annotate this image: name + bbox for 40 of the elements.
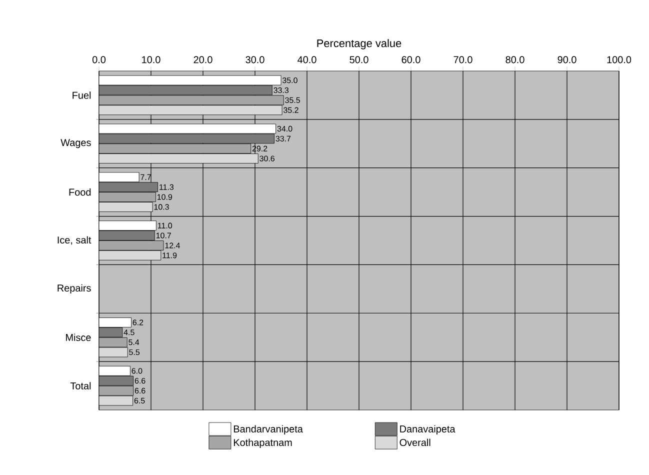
x-tick-label: 100.0 — [607, 56, 632, 64]
x-tick-label: 50.0 — [350, 56, 368, 64]
x-tick-label: 30.0 — [246, 56, 264, 64]
bar — [99, 192, 156, 202]
bar — [99, 230, 155, 240]
bar — [99, 327, 123, 338]
legend-label: Kothapatnam — [234, 438, 292, 448]
bar — [99, 134, 274, 144]
bar — [99, 95, 284, 106]
legend-label: Overall — [400, 438, 430, 446]
bar — [99, 154, 258, 164]
x-tick-label: 70.0 — [454, 56, 472, 64]
bar — [99, 318, 132, 328]
x-tick-label: 90.0 — [558, 56, 576, 64]
bar — [99, 366, 130, 376]
bar — [99, 396, 134, 406]
bar — [99, 144, 252, 154]
bar — [99, 172, 140, 182]
x-axis-title: Percentage value — [317, 39, 402, 50]
y-tick-label: Misce — [66, 334, 91, 341]
y-tick-label: Total — [70, 382, 91, 390]
y-tick-label: Ice, salt — [58, 236, 92, 245]
y-tick-label: Fuel — [72, 92, 91, 99]
x-tick-label: 10.0 — [142, 56, 160, 64]
bar — [99, 182, 158, 192]
bar — [99, 105, 282, 116]
x-tick-label: 20.0 — [194, 56, 212, 64]
bar — [99, 250, 162, 260]
y-tick-label: Wages — [60, 139, 91, 148]
bar — [99, 240, 164, 250]
legend-label: Bandarvanipeta — [234, 425, 303, 434]
x-tick-label: 0.0 — [92, 56, 106, 64]
legend-label: Danavaipeta — [400, 425, 456, 434]
x-tick-label: 60.0 — [402, 56, 420, 64]
bar — [99, 202, 153, 212]
bar — [99, 220, 156, 231]
y-tick-label: Repairs — [58, 284, 91, 294]
x-tick-label: 80.0 — [506, 56, 524, 64]
y-tick-label: Food — [69, 188, 91, 196]
x-tick-label: 40.0 — [298, 56, 316, 64]
